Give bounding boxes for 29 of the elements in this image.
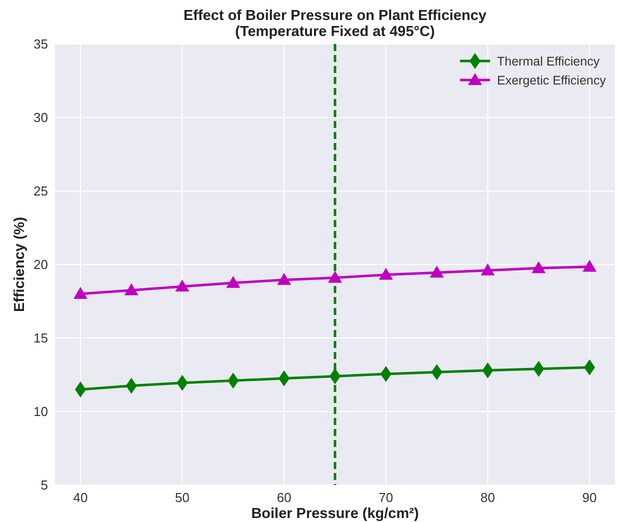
legend-label: Thermal Efficiency bbox=[497, 54, 600, 68]
point bbox=[277, 272, 292, 285]
point bbox=[532, 261, 546, 274]
chart-title: Effect of Boiler Pressure on Plant Efficiency (Temperature Fixed at 495°C) bbox=[184, 8, 486, 40]
y-tick-label: 15 bbox=[34, 330, 48, 346]
point bbox=[175, 280, 190, 292]
point bbox=[226, 276, 240, 288]
y-tick-label: 30 bbox=[34, 110, 48, 125]
point bbox=[430, 266, 444, 278]
x-tick-label: 90 bbox=[582, 490, 597, 505]
x-tick-label: 40 bbox=[73, 490, 88, 505]
x-tick-label: 80 bbox=[480, 490, 495, 505]
x-axis-title: Boiler Pressure (kg/cm²) bbox=[251, 506, 419, 522]
y-tick-label: 25 bbox=[34, 184, 48, 198]
x-tick-label: 50 bbox=[175, 490, 190, 505]
y-tick-label: 35 bbox=[34, 36, 48, 52]
point bbox=[378, 268, 393, 280]
point bbox=[328, 270, 342, 283]
y-tick-label: 5 bbox=[40, 478, 48, 492]
y-tick-label: 10 bbox=[34, 404, 48, 419]
y-axis-title: Efficiency (%) bbox=[12, 216, 28, 312]
point bbox=[480, 263, 495, 276]
x-tick-label: 60 bbox=[276, 490, 292, 505]
x-tick-label: 70 bbox=[378, 490, 394, 505]
point bbox=[73, 286, 88, 299]
point bbox=[124, 283, 138, 296]
legend-label: Exergetic Efficiency bbox=[497, 74, 607, 88]
y-tick-label: 20 bbox=[34, 257, 48, 272]
point bbox=[582, 260, 597, 272]
